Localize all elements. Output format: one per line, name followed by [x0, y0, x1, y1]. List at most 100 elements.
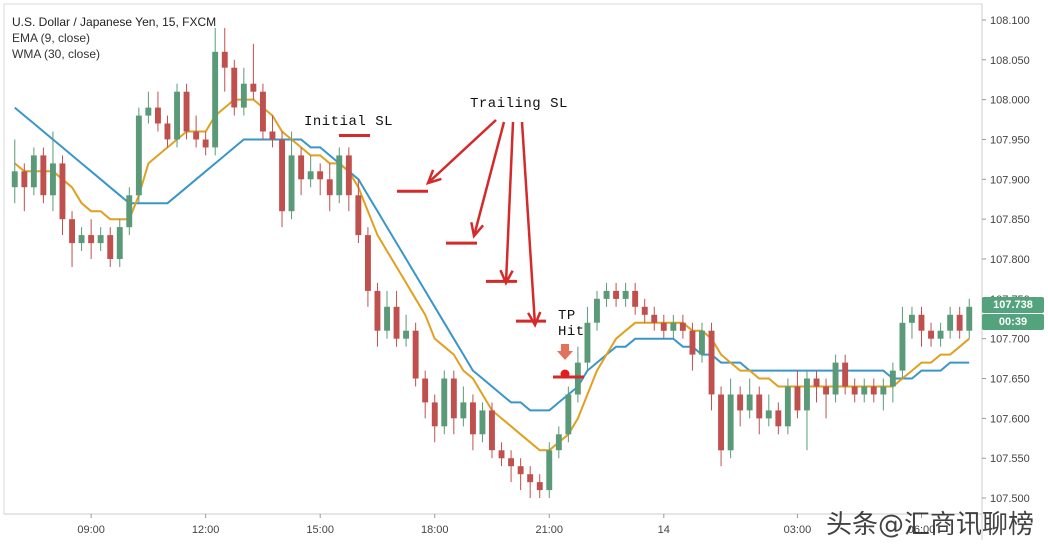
candle-body: [40, 155, 47, 196]
candle-body: [116, 227, 123, 259]
candle-body: [288, 155, 295, 212]
candle-body: [107, 235, 114, 259]
legend-ema: EMA (9, close): [12, 31, 91, 45]
candle-body: [69, 219, 75, 244]
candle-body: [737, 394, 744, 411]
candle-body: [164, 123, 171, 140]
trailing-sl-arrow: [504, 121, 515, 284]
y-tick-label: 107.950: [990, 134, 1030, 146]
candle-body: [508, 458, 514, 467]
trailing-sl-arrowhead: [499, 269, 514, 286]
candle-body: [403, 330, 409, 339]
candle-body: [145, 107, 152, 116]
tp-down-arrow: [557, 344, 573, 360]
tp-hit-dot: [560, 369, 570, 379]
trailing-sl-arrowhead: [527, 311, 542, 328]
candle-body: [641, 306, 648, 315]
candle-body: [50, 163, 56, 196]
candle-body: [756, 394, 763, 419]
x-tick-label: 18:00: [421, 524, 449, 536]
candle-body: [584, 322, 591, 363]
candle-body: [536, 482, 543, 491]
trailing-sl-arrow: [427, 119, 497, 184]
candle-body: [765, 410, 772, 419]
candle-body: [708, 330, 715, 395]
candle-body: [613, 290, 619, 299]
candle-body: [374, 290, 381, 331]
candle-body: [97, 235, 104, 244]
candle-body: [498, 450, 505, 459]
candle-body: [365, 235, 371, 291]
candle-body: [135, 115, 142, 196]
candle-body: [956, 314, 963, 331]
candle-body: [193, 131, 200, 140]
candle-body: [851, 386, 858, 395]
candle-body: [727, 394, 734, 451]
candle-body: [431, 402, 438, 427]
candle-body: [489, 410, 495, 451]
candle-body: [909, 314, 915, 323]
candle-body: [670, 322, 677, 331]
candle-body: [298, 155, 305, 180]
legend-wma: WMA (30, close): [12, 47, 101, 61]
candle-body: [384, 306, 390, 331]
candle-body: [928, 330, 934, 339]
trailing-sl-arrowhead: [470, 222, 485, 239]
x-tick-label: 09:00: [77, 524, 105, 536]
x-tick-label: 03:00: [784, 524, 812, 536]
candle-body: [861, 386, 868, 395]
candle-body: [231, 67, 238, 108]
candle-body: [555, 434, 562, 451]
candle-body: [594, 298, 600, 323]
candle-body: [88, 235, 95, 244]
candle-body: [794, 386, 801, 411]
candle-body: [260, 91, 266, 132]
candle-body: [126, 195, 133, 228]
y-tick-label: 107.850: [990, 214, 1030, 226]
candle-body: [307, 171, 314, 180]
candle-body: [689, 330, 696, 355]
candle-body: [412, 330, 419, 379]
candle-body: [155, 107, 161, 124]
candle-body: [842, 362, 849, 387]
candle-body: [918, 314, 925, 331]
x-tick-label: 21:00: [536, 524, 564, 536]
candle-body: [603, 290, 610, 299]
candle-body: [870, 386, 877, 395]
candle-body: [355, 195, 362, 236]
y-tick-label: 107.600: [990, 413, 1030, 425]
candle-body: [947, 314, 954, 331]
candle-body: [784, 386, 791, 427]
candle-body: [21, 171, 28, 188]
candle-body: [746, 394, 753, 411]
x-tick-label: 14: [658, 524, 670, 536]
annotation-initial-sl: Initial SL: [304, 114, 394, 130]
y-tick-label: 108.100: [990, 15, 1030, 27]
y-tick-label: 107.800: [990, 254, 1030, 266]
candle-body: [804, 378, 810, 411]
candle-body: [966, 306, 973, 331]
trailing-sl-arrow: [472, 121, 506, 237]
candle-body: [632, 290, 639, 307]
watermark: 头条@汇商讯聊榜: [825, 510, 1034, 540]
candle-body: [460, 402, 467, 419]
candle-body: [450, 378, 457, 419]
candle-body: [336, 155, 343, 196]
y-tick-label: 107.900: [990, 174, 1030, 186]
x-tick-label: 15:00: [306, 524, 334, 536]
candle-body: [546, 450, 553, 491]
x-tick-label: 06:00: [908, 524, 936, 536]
y-tick-label: 108.000: [990, 95, 1030, 107]
trailing-sl-arrowhead: [425, 169, 442, 185]
annotation-tp-hit: TP Hit: [558, 308, 585, 340]
candle-body: [393, 306, 400, 339]
candle-body: [317, 171, 324, 180]
candle-body: [880, 386, 887, 395]
trailing-sl-arrow: [520, 121, 537, 326]
candle-body: [823, 386, 829, 395]
candle-body: [679, 322, 686, 331]
candle-body: [30, 155, 37, 188]
annotation-trailing-sl: Trailing SL: [470, 96, 568, 112]
legend-symbol-title: U.S. Dollar / Japanese Yen, 15, FXCM: [12, 15, 217, 29]
